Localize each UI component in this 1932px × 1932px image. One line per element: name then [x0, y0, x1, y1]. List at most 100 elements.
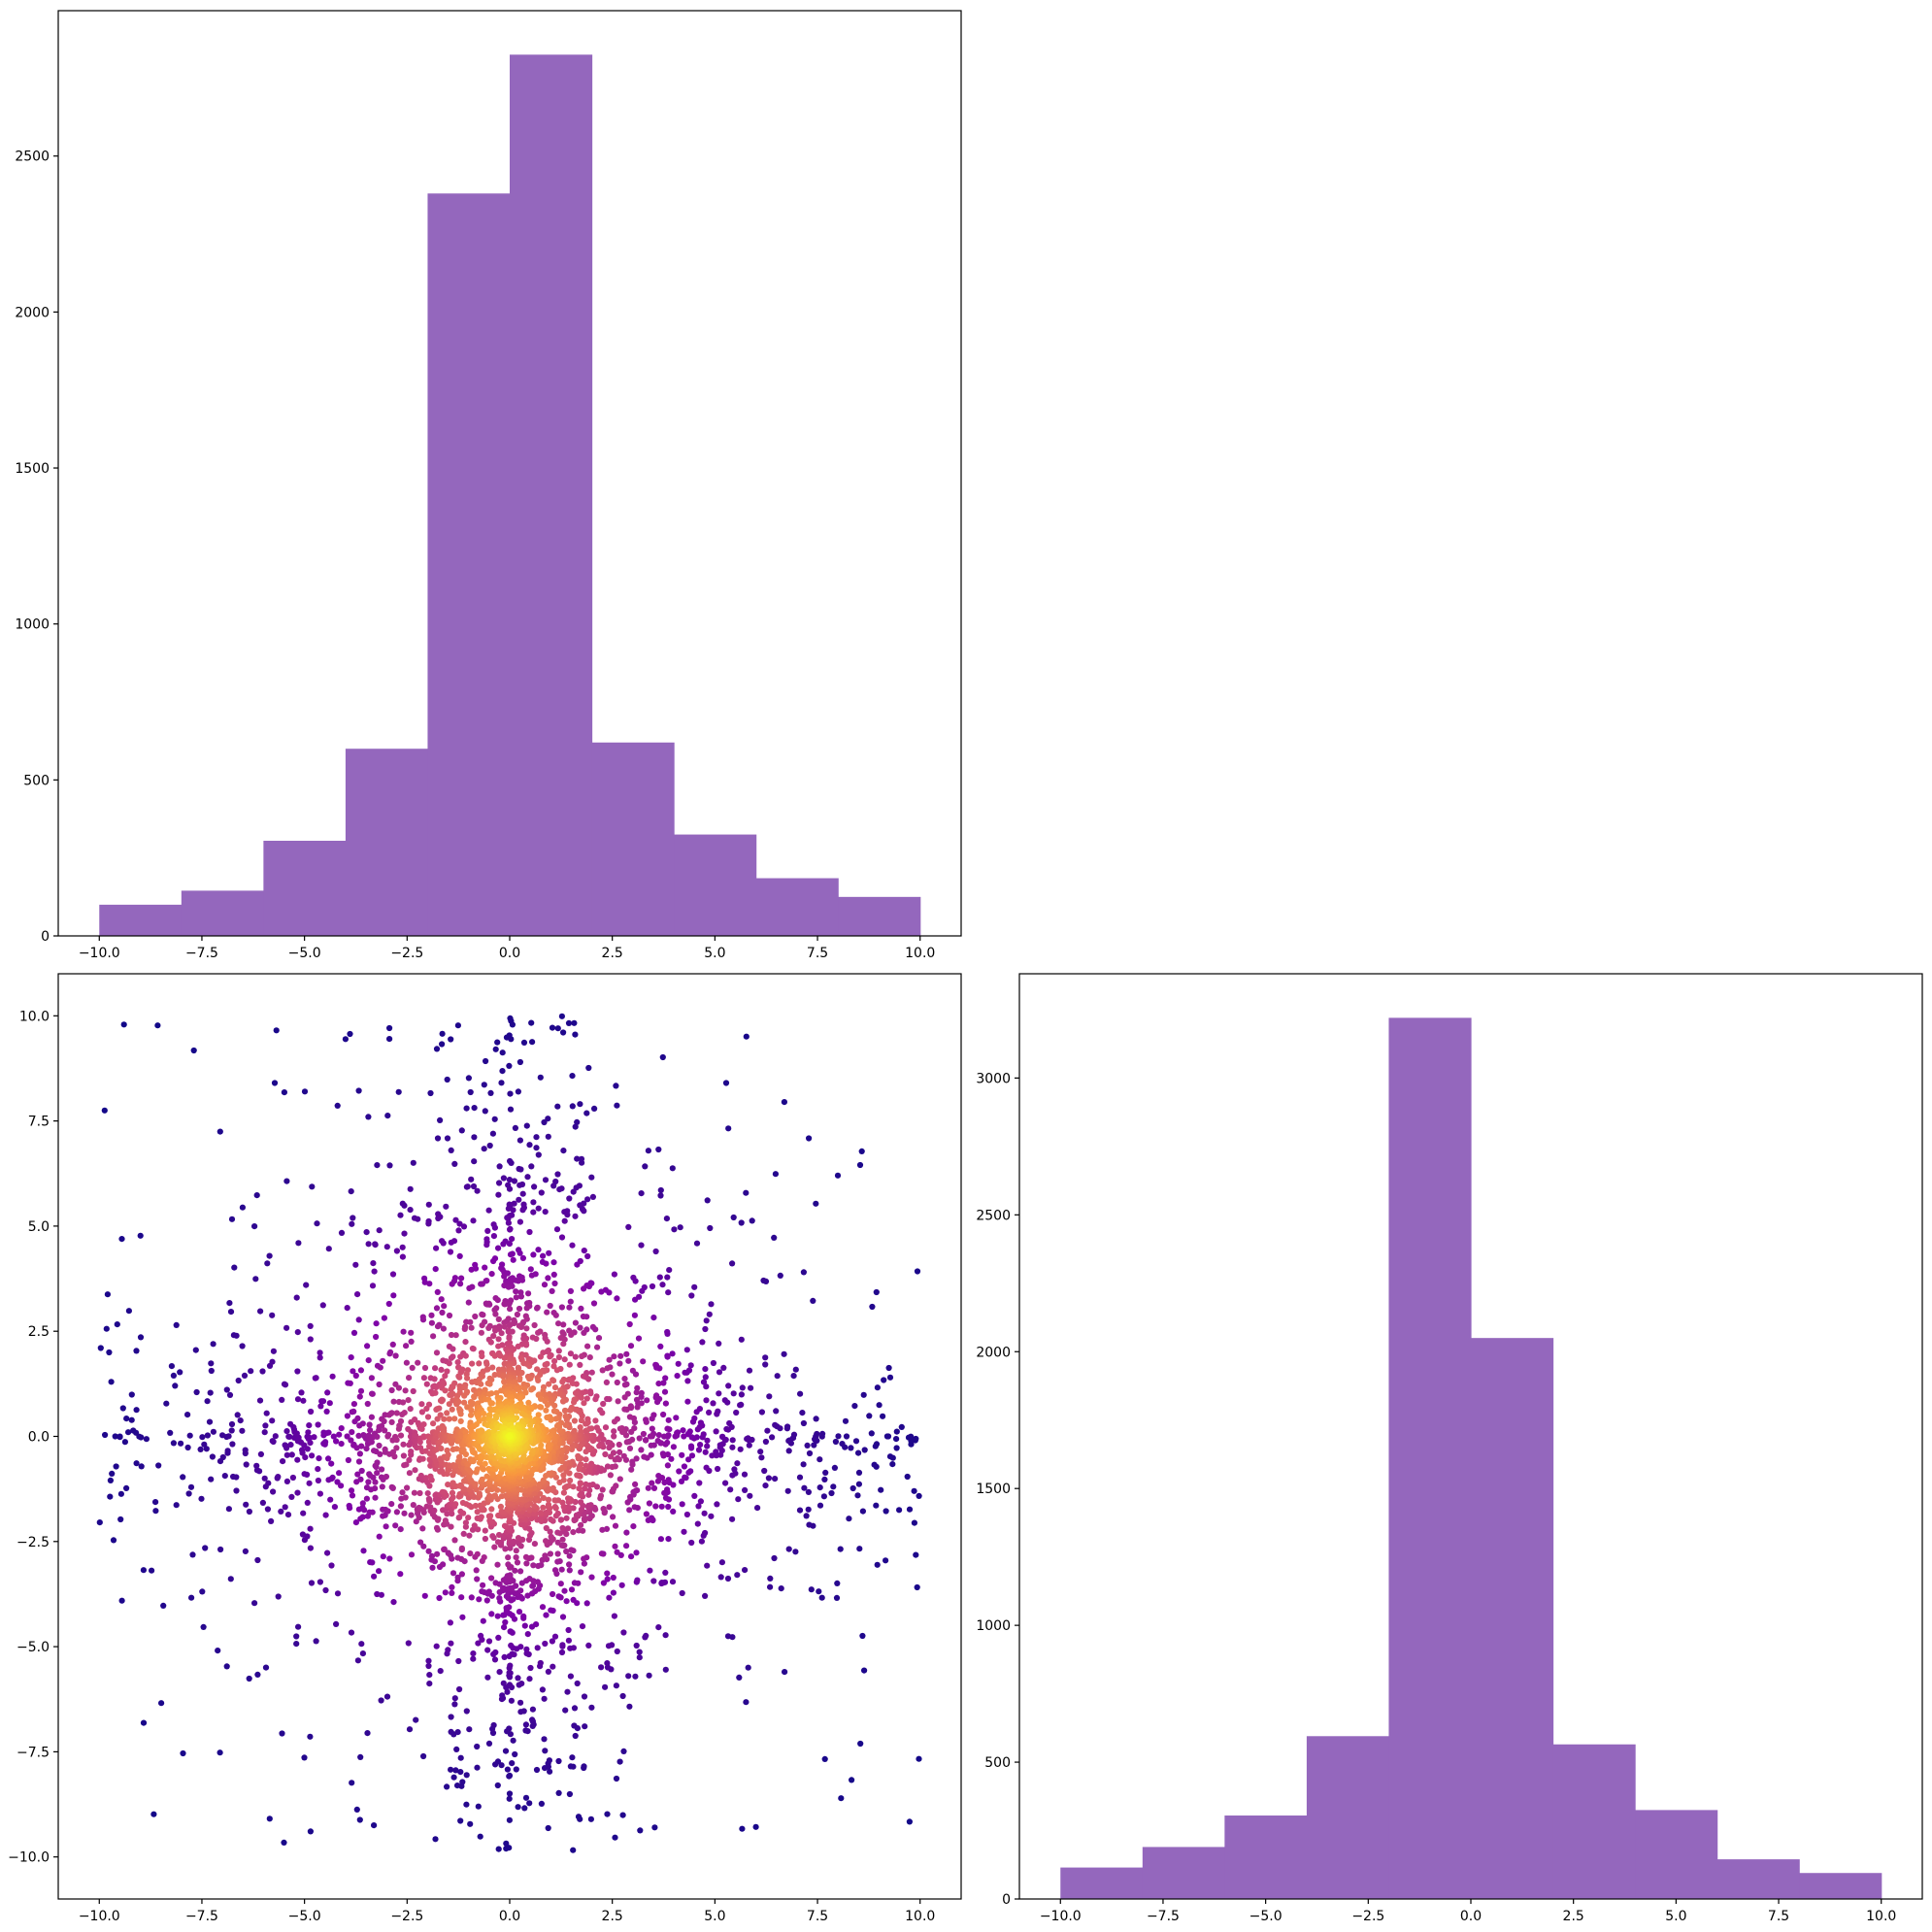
scatter-point: [629, 1367, 637, 1374]
scatter-point: [309, 1183, 316, 1190]
scatter-point: [537, 1659, 544, 1667]
scatter-point: [569, 1754, 576, 1761]
scatter-point: [531, 1541, 539, 1548]
scatter-point: [508, 1036, 515, 1043]
scatter-point: [801, 1484, 808, 1491]
scatter-point: [450, 1774, 457, 1781]
scatter-point: [426, 1681, 433, 1687]
scatter-point: [530, 1562, 537, 1569]
scatter-point: [231, 1264, 238, 1271]
scatter-point: [430, 1420, 437, 1427]
scatter-point: [722, 1480, 729, 1486]
scatter-x-tick-label: 10.0: [905, 1909, 935, 1924]
scatter-point: [448, 1714, 454, 1720]
scatter-point: [772, 1421, 779, 1428]
scatter-point: [748, 1384, 754, 1391]
scatter-point: [665, 1536, 672, 1543]
scatter-point: [495, 1191, 502, 1198]
scatter-point: [649, 1282, 656, 1290]
scatter-point: [704, 1197, 711, 1204]
scatter-point: [516, 1058, 524, 1066]
scatter-point: [496, 1595, 503, 1602]
scatter-point: [381, 1315, 387, 1321]
scatter-point: [300, 1397, 307, 1404]
scatter-point: [785, 1438, 792, 1445]
scatter-point: [390, 1599, 397, 1606]
scatter-point: [633, 1396, 641, 1403]
scatter-point: [327, 1496, 334, 1503]
scatter-point: [307, 1440, 314, 1447]
scatter-point: [681, 1433, 687, 1440]
scatter-point: [485, 1588, 492, 1595]
scatter-point: [898, 1423, 905, 1430]
scatter-point: [348, 1354, 354, 1361]
scatter-point: [376, 1381, 383, 1388]
scatter-point: [467, 1088, 474, 1096]
hist-top-y-tick-label: 1500: [15, 461, 50, 477]
scatter-point: [348, 1437, 354, 1444]
scatter-point: [457, 1411, 464, 1417]
scatter-point: [599, 1526, 606, 1533]
scatter-point: [874, 1384, 882, 1391]
scatter-point: [384, 1508, 391, 1515]
scatter-point: [476, 1490, 483, 1497]
scatter-point: [355, 1087, 362, 1094]
scatter-point: [583, 1456, 589, 1463]
scatter-point: [359, 1500, 366, 1507]
scatter-point: [468, 1324, 475, 1331]
scatter-point: [323, 1408, 330, 1415]
scatter-point: [616, 1476, 623, 1482]
hist-top-bar: [427, 193, 511, 937]
scatter-point: [259, 1368, 266, 1375]
scatter-point: [592, 1417, 599, 1424]
scatter-point: [270, 1438, 277, 1446]
scatter-point: [499, 1692, 506, 1699]
scatter-point: [408, 1338, 415, 1345]
scatter-point: [699, 1434, 706, 1441]
scatter-point: [587, 1390, 594, 1397]
scatter-point: [630, 1523, 637, 1530]
scatter-point: [869, 1303, 876, 1311]
scatter-point: [113, 1463, 119, 1470]
scatter-point: [563, 1548, 570, 1555]
scatter-point: [467, 1550, 474, 1557]
scatter-point: [767, 1583, 774, 1590]
scatter-point: [555, 1757, 562, 1765]
scatter-point: [491, 1372, 498, 1379]
scatter-point: [384, 1113, 391, 1119]
scatter-point: [500, 1584, 507, 1591]
scatter-point: [546, 1249, 552, 1256]
scatter-point: [714, 1501, 720, 1508]
scatter-point: [581, 1763, 587, 1770]
scatter-point: [228, 1216, 236, 1222]
scatter-point: [543, 1473, 550, 1480]
scatter-point: [588, 1574, 595, 1581]
scatter-point: [256, 1397, 264, 1404]
scatter-point: [507, 1090, 514, 1097]
scatter-point: [606, 1289, 613, 1296]
scatter-point: [364, 1400, 371, 1408]
scatter-point: [566, 1304, 573, 1311]
scatter-point: [219, 1453, 226, 1461]
scatter-point: [365, 1114, 372, 1120]
scatter-point: [916, 1755, 922, 1762]
scatter-point: [602, 1424, 610, 1431]
scatter-point: [102, 1431, 109, 1439]
scatter-point: [762, 1482, 769, 1489]
scatter-point: [455, 1398, 462, 1406]
scatter-point: [501, 1354, 508, 1361]
scatter-point: [466, 1502, 473, 1509]
scatter-point: [494, 1782, 501, 1789]
scatter-point: [501, 1522, 509, 1529]
scatter-point: [417, 1472, 424, 1480]
scatter-point: [484, 1674, 491, 1681]
scatter-point: [413, 1438, 419, 1445]
scatter-point: [446, 1416, 452, 1422]
scatter-point: [600, 1580, 608, 1586]
scatter-point: [390, 1292, 397, 1299]
scatter-point: [509, 1236, 516, 1243]
scatter-point: [349, 1429, 355, 1436]
scatter-point: [747, 1492, 753, 1499]
hist-top-y-tick-label: 2500: [15, 150, 50, 165]
